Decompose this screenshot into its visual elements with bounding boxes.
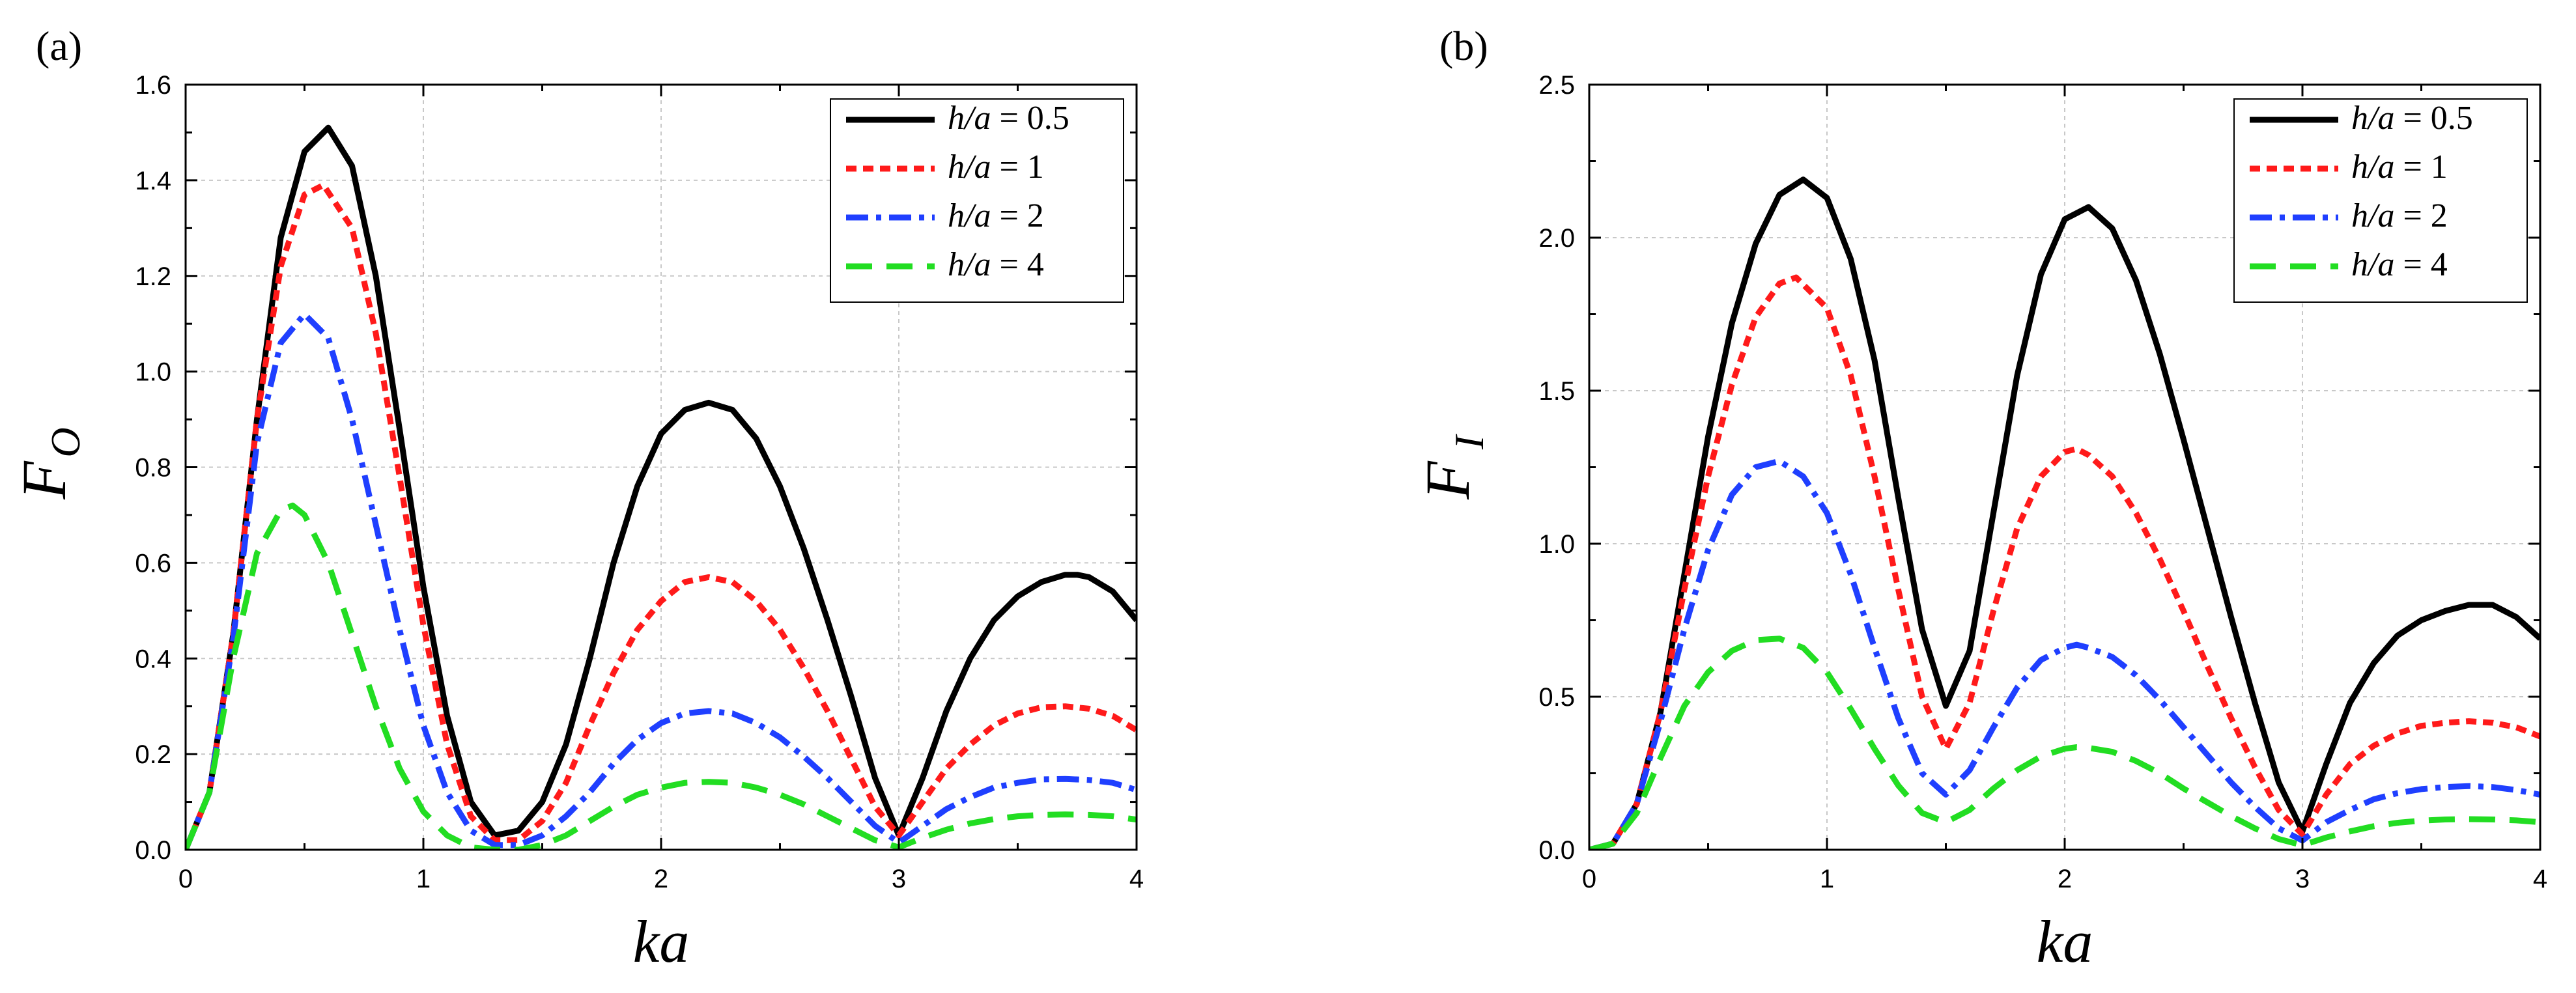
x-tick-label: 0 <box>178 865 193 893</box>
legend-entry-value: = 0.5 <box>2394 100 2472 137</box>
x-tick-label: 3 <box>892 865 906 893</box>
chart-panel-a: 0 1 2 3 4 0.0 0.2 0.4 0.6 0.8 1.0 1.2 1.4 1.6 ka FO (a) h… <box>9 23 1144 975</box>
x-tick-label: 4 <box>1129 865 1144 893</box>
y-tick-label: 0.8 <box>135 454 171 483</box>
y-axis: 0.0 0.2 0.4 0.6 0.8 1.0 1.2 1.4 1.6 <box>135 71 1137 865</box>
legend: h/a = 0.5h/a = 1h/a = 2h/a = 4 <box>830 98 1124 303</box>
legend-entry-var: h/a <box>2351 100 2394 137</box>
x-tick-label: 2 <box>654 865 668 893</box>
legend-entry-var: h/a <box>948 148 991 186</box>
y-tick-label: 1.2 <box>135 262 171 291</box>
y-axis: 0.0 0.5 1.0 1.5 2.0 2.5 <box>1538 71 2540 865</box>
y-tick-label: 1.0 <box>1538 530 1575 559</box>
legend-box <box>2233 98 2528 303</box>
y-tick-label: 1.5 <box>1538 377 1575 406</box>
y-tick-label: 0.6 <box>135 549 171 578</box>
legend-entry-1: h/a = 1 <box>2351 148 2448 186</box>
legend-entry-value: = 1 <box>991 148 1043 186</box>
panel-label: (a) <box>36 23 82 69</box>
legend-entry-2: h/a = 2 <box>2351 197 2448 234</box>
y-tick-label: 0.5 <box>1538 683 1575 712</box>
y-axis-title-main: F <box>1413 460 1482 500</box>
x-tick-label: 1 <box>416 865 431 893</box>
y-axis-title: FI <box>1413 434 1492 500</box>
y-axis-title-main: F <box>9 460 79 500</box>
x-axis: 0 1 2 3 4 <box>178 85 1144 893</box>
y-tick-label: 2.5 <box>1538 71 1575 100</box>
y-axis-title-subscript: O <box>42 427 89 457</box>
y-tick-label: 0.0 <box>1538 836 1575 865</box>
legend-entry-var: h/a <box>2351 197 2394 234</box>
x-axis-title: ka <box>2037 908 2093 975</box>
legend-entry-0: h/a = 0.5 <box>2351 100 2473 137</box>
legend-entry-1: h/a = 1 <box>948 148 1044 186</box>
y-tick-label: 1.0 <box>135 358 171 387</box>
x-tick-label: 0 <box>1582 865 1596 893</box>
x-tick-label: 3 <box>2295 865 2310 893</box>
panel-label: (b) <box>1439 23 1488 69</box>
legend-entry-value: = 0.5 <box>991 100 1069 137</box>
series-line-1 <box>1589 274 2540 850</box>
series-line-0 <box>1589 176 2540 850</box>
legend-entry-var: h/a <box>2351 148 2394 186</box>
legend: h/a = 0.5h/a = 1h/a = 2h/a = 4 <box>2233 98 2528 303</box>
legend-entry-var: h/a <box>948 197 991 234</box>
series-line-1 <box>186 182 1137 850</box>
series-line-0 <box>186 124 1137 850</box>
legend-entry-3: h/a = 4 <box>2351 246 2448 283</box>
legend-entry-2: h/a = 2 <box>948 197 1044 234</box>
x-tick-label: 4 <box>2533 865 2547 893</box>
x-tick-label: 2 <box>2058 865 2072 893</box>
y-tick-label: 2.0 <box>1538 224 1575 253</box>
series-group <box>186 124 1137 850</box>
legend-entry-3: h/a = 4 <box>948 246 1044 283</box>
legend-entry-value: = 4 <box>2394 246 2447 283</box>
y-axis-title-subscript: I <box>1446 434 1492 450</box>
legend-entry-value: = 2 <box>991 197 1043 234</box>
x-axis: 0 1 2 3 4 <box>1582 85 2547 893</box>
legend-entry-value: = 1 <box>2394 148 2447 186</box>
legend-entry-value: = 2 <box>2394 197 2447 234</box>
legend-entry-var: h/a <box>948 246 991 283</box>
y-tick-label: 1.6 <box>135 71 171 100</box>
legend-entry-value: = 4 <box>991 246 1043 283</box>
x-tick-label: 1 <box>1820 865 1834 893</box>
y-tick-label: 1.4 <box>135 167 171 195</box>
y-tick-label: 0.0 <box>135 836 171 865</box>
y-tick-label: 0.2 <box>135 740 171 769</box>
series-line-2 <box>1589 458 2540 850</box>
legend-entry-0: h/a = 0.5 <box>948 100 1069 137</box>
legend-box <box>830 98 1124 303</box>
legend-entry-var: h/a <box>948 100 991 137</box>
series-line-3 <box>1589 636 2540 850</box>
series-line-2 <box>186 311 1137 850</box>
x-axis-title: ka <box>633 908 690 975</box>
y-axis-title: FO <box>9 427 89 499</box>
series-group <box>1589 176 2540 850</box>
y-tick-label: 0.4 <box>135 645 171 673</box>
series-line-3 <box>186 502 1137 850</box>
legend-entry-var: h/a <box>2351 246 2394 283</box>
